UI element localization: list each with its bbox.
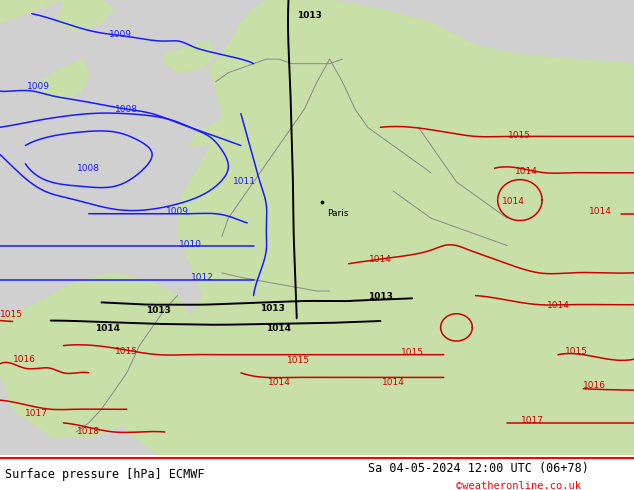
Text: 1013: 1013: [297, 11, 321, 21]
Text: 1015: 1015: [508, 130, 531, 140]
Text: 1014: 1014: [589, 207, 612, 216]
Text: 1009: 1009: [27, 82, 49, 91]
Text: 1011: 1011: [233, 177, 256, 186]
Text: 1012: 1012: [191, 273, 214, 282]
Text: 1016: 1016: [13, 355, 36, 364]
Polygon shape: [602, 218, 628, 237]
Text: 1015: 1015: [566, 347, 588, 356]
Text: 1014: 1014: [268, 378, 290, 388]
Polygon shape: [0, 273, 190, 437]
Text: 1015: 1015: [115, 347, 138, 356]
Text: 1015: 1015: [0, 310, 23, 319]
Polygon shape: [165, 41, 216, 73]
Text: 1010: 1010: [179, 240, 202, 249]
Text: 1018: 1018: [77, 426, 100, 436]
Text: Paris: Paris: [327, 209, 349, 218]
Text: 1014: 1014: [382, 378, 404, 388]
Text: 1013: 1013: [146, 306, 171, 315]
Text: 1015: 1015: [287, 356, 309, 365]
Text: 1009: 1009: [109, 29, 132, 39]
Text: 1015: 1015: [401, 348, 424, 357]
Text: ©weatheronline.co.uk: ©weatheronline.co.uk: [456, 481, 581, 490]
Polygon shape: [114, 0, 634, 455]
Text: 1014: 1014: [515, 168, 538, 176]
Polygon shape: [577, 200, 602, 218]
Text: 1009: 1009: [166, 207, 189, 216]
Polygon shape: [399, 327, 425, 373]
Polygon shape: [0, 0, 63, 23]
Text: 1014: 1014: [369, 255, 392, 264]
Text: 1014: 1014: [547, 301, 569, 310]
Text: 1016: 1016: [583, 381, 606, 390]
Polygon shape: [190, 118, 241, 146]
Text: 1017: 1017: [25, 409, 48, 418]
Polygon shape: [406, 300, 425, 318]
Text: 1013: 1013: [260, 304, 285, 313]
Text: 1014: 1014: [266, 324, 292, 333]
Text: 1014: 1014: [502, 197, 525, 206]
Polygon shape: [38, 59, 89, 100]
Text: 1014: 1014: [95, 324, 120, 333]
Text: 1008: 1008: [77, 164, 100, 173]
Text: 1013: 1013: [368, 292, 393, 301]
Polygon shape: [57, 0, 114, 32]
Text: Sa 04-05-2024 12:00 UTC (06+78): Sa 04-05-2024 12:00 UTC (06+78): [368, 463, 588, 475]
Polygon shape: [222, 73, 279, 109]
Text: 1017: 1017: [521, 416, 544, 425]
Text: Surface pressure [hPa] ECMWF: Surface pressure [hPa] ECMWF: [5, 467, 205, 481]
Text: 1008: 1008: [115, 105, 138, 114]
